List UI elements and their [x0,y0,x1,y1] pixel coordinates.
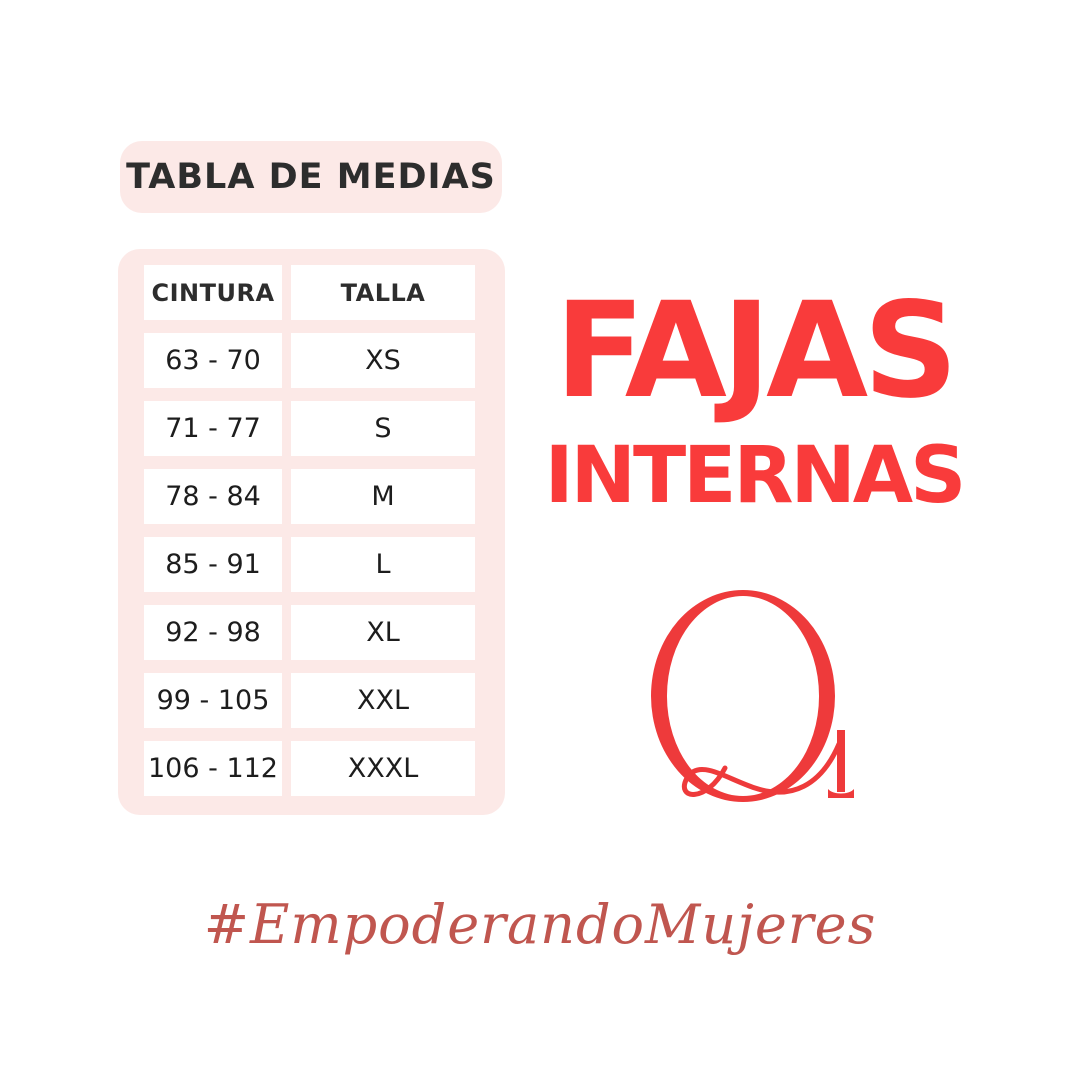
cintura-value: 106 - 112 [144,741,282,796]
talla-value: XXL [291,673,475,728]
cintura-value: 78 - 84 [144,469,282,524]
talla-value: XS [291,333,475,388]
talla-value: XXXL [291,741,475,796]
size-table: CINTURA TALLA 63 - 70 XS 71 - 77 S 78 - … [118,249,505,815]
hashtag-text: #EmpoderandoMujeres [203,893,877,956]
cintura-value: 85 - 91 [144,537,282,592]
table-title-pill: TABLA DE MEDIAS [120,141,502,213]
table-title: TABLA DE MEDIAS [126,157,496,197]
talla-value: S [291,401,475,456]
talla-value: L [291,537,475,592]
talla-value: XL [291,605,475,660]
cintura-value: 92 - 98 [144,605,282,660]
column-header-talla: TALLA [291,265,475,320]
brand-title-line2: INTERNAS [544,431,967,521]
cintura-value: 71 - 77 [144,401,282,456]
cintura-value: 63 - 70 [144,333,282,388]
column-header-cintura: CINTURA [144,265,282,320]
cintura-value: 99 - 105 [144,673,282,728]
brand-title-line1: FAJAS [554,274,959,428]
q-logo-icon [508,588,1000,816]
talla-value: M [291,469,475,524]
